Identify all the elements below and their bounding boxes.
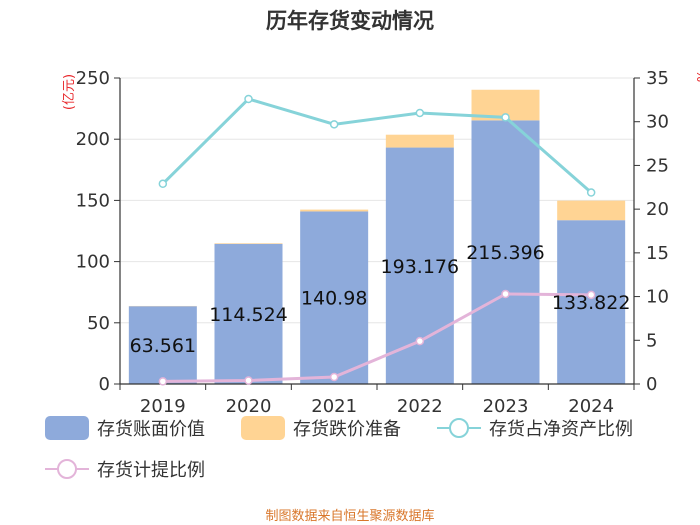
left-tick-label: 200 xyxy=(76,129,110,150)
bar-book-value xyxy=(300,211,369,384)
bar-value-label: 133.822 xyxy=(552,292,631,314)
x-tick-label: 2019 xyxy=(140,396,186,417)
axes xyxy=(119,78,635,385)
bar-value-label: 193.176 xyxy=(381,256,460,278)
left-tick-label: 50 xyxy=(87,313,110,334)
legend-swatch-impairment xyxy=(241,416,285,440)
x-tick-label: 2020 xyxy=(226,396,272,417)
x-tick-label: 2022 xyxy=(397,396,443,417)
right-tick-label: 35 xyxy=(646,68,669,89)
line-point xyxy=(501,289,510,299)
line-series xyxy=(158,94,596,386)
series-line xyxy=(161,97,593,194)
line-point xyxy=(158,377,168,386)
right-tick-label: 10 xyxy=(646,287,669,308)
legend-swatch-book-value xyxy=(45,416,89,440)
line-point xyxy=(586,290,596,300)
bar-impairment xyxy=(300,209,369,212)
line-point xyxy=(244,94,253,104)
x-tick-label: 2024 xyxy=(568,396,614,417)
line-point xyxy=(586,188,596,197)
right-axis-unit: % xyxy=(693,70,700,82)
right-tick-label: 20 xyxy=(646,199,669,220)
x-tick-label: 2021 xyxy=(311,396,357,417)
source-footer: 制图数据来自恒生聚源数据库 xyxy=(265,508,434,524)
right-tick-label: 30 xyxy=(646,112,669,133)
x-tick-label: 2023 xyxy=(483,396,529,417)
left-tick-label: 250 xyxy=(76,68,110,89)
line-point xyxy=(415,108,425,118)
x-axis-ticks: 2019 2020 2021 2022 2023 2024 xyxy=(119,384,635,417)
legend-label-book-value: 存货账面价值 xyxy=(97,419,205,440)
legend-label-share: 存货占净资产比例 xyxy=(489,419,633,440)
bar-book-value xyxy=(214,243,283,384)
left-tick-label: 100 xyxy=(76,252,110,273)
line-point xyxy=(158,179,168,189)
right-tick-label: 15 xyxy=(646,243,669,264)
series-line xyxy=(162,292,592,383)
left-axis-ticks: 0 50 100 150 200 250 xyxy=(76,68,120,395)
left-axis-unit: (亿元) xyxy=(62,74,77,110)
right-tick-label: 0 xyxy=(646,374,657,395)
bar-book-value xyxy=(128,306,197,384)
legend-label-impairment: 存货跌价准备 xyxy=(293,419,401,440)
legend-marker-provision xyxy=(57,459,77,479)
line-point xyxy=(329,372,339,382)
data-labels: 63.561 114.524 140.98 193.176 215.396 133.822 xyxy=(130,242,631,357)
legend-label-provision: 存货计提比例 xyxy=(97,460,205,481)
bar-value-label: 140.98 xyxy=(301,288,367,310)
line-point xyxy=(244,376,253,385)
bar-book-value xyxy=(471,120,540,385)
bar-impairment xyxy=(385,134,454,148)
bar-value-label: 215.396 xyxy=(466,242,545,264)
bar-value-label: 114.524 xyxy=(209,304,288,326)
right-axis-ticks: 0 5 10 15 20 25 30 35 xyxy=(634,68,669,395)
bar-impairment xyxy=(557,200,626,221)
line-point xyxy=(415,336,425,346)
bar-series xyxy=(128,89,626,385)
chart-title: 历年存货变动情况 xyxy=(266,9,434,33)
right-tick-label: 5 xyxy=(646,330,657,351)
bar-value-label: 63.561 xyxy=(130,335,196,357)
gridlines xyxy=(120,77,634,385)
line-point xyxy=(329,120,339,129)
legend-marker-share xyxy=(449,418,469,438)
right-tick-label: 25 xyxy=(646,155,669,176)
left-tick-label: 0 xyxy=(99,374,110,395)
bar-book-value xyxy=(557,220,626,384)
bar-impairment xyxy=(214,243,283,244)
line-point xyxy=(501,113,510,122)
left-tick-label: 150 xyxy=(76,190,110,211)
